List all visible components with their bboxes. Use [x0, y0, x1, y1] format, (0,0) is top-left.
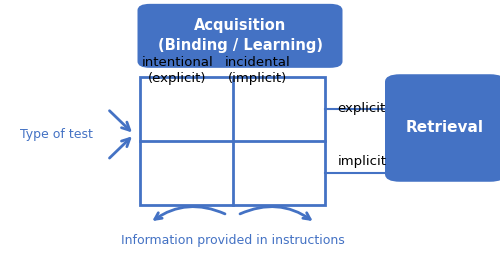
Text: explicit: explicit — [338, 102, 386, 115]
Text: intentional
(explicit): intentional (explicit) — [142, 56, 214, 85]
Text: implicit: implicit — [338, 155, 386, 168]
Text: Retrieval: Retrieval — [406, 121, 484, 135]
FancyArrowPatch shape — [155, 207, 225, 219]
FancyBboxPatch shape — [138, 4, 342, 68]
Bar — [140, 77, 325, 205]
FancyBboxPatch shape — [385, 74, 500, 182]
Text: Information provided in instructions: Information provided in instructions — [120, 234, 344, 247]
Text: Acquisition
(Binding / Learning): Acquisition (Binding / Learning) — [158, 18, 322, 53]
FancyArrowPatch shape — [240, 207, 310, 219]
Text: incidental
(implicit): incidental (implicit) — [224, 56, 290, 85]
Text: Type of test: Type of test — [20, 128, 93, 141]
